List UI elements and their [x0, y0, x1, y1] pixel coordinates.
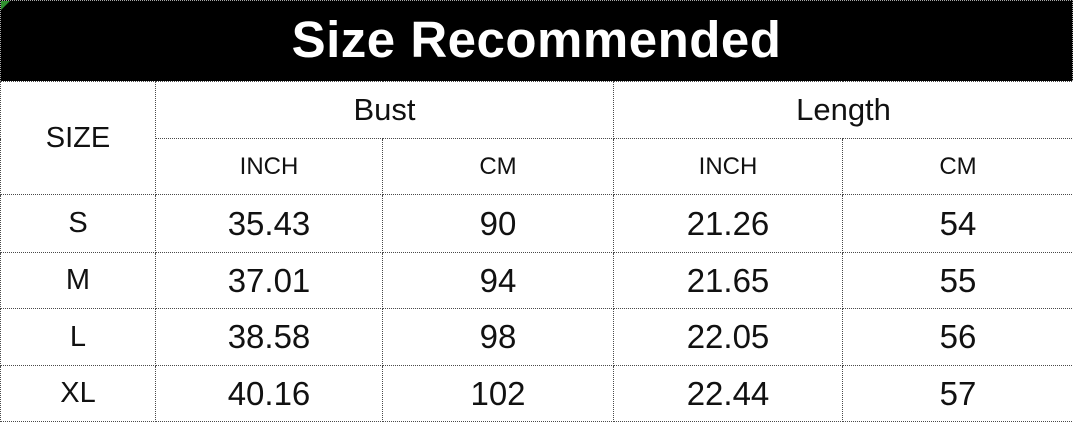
length-cm-value: 54: [841, 194, 1073, 253]
size-table: SIZE Bust Length INCH CM INCH CM S 35.43…: [0, 81, 1073, 422]
length-inch-value: 22.05: [613, 308, 843, 366]
column-group-length: Length: [612, 81, 1073, 139]
length-inch-value: 21.65: [613, 252, 843, 309]
bust-cm-value: 102: [382, 365, 614, 422]
length-cm-value: 56: [841, 308, 1073, 366]
table-row-size-m: M 37.01 94 21.65 55: [0, 252, 1073, 309]
table-row-size-xl: XL 40.16 102 22.44 57: [0, 365, 1073, 422]
title-bar: Size Recommended: [0, 0, 1073, 81]
bust-inch-value: 40.16: [155, 365, 383, 422]
bust-cm-value: 90: [382, 194, 614, 253]
bust-inch-value: 37.01: [155, 252, 383, 309]
length-inch-value: 21.26: [613, 194, 843, 253]
page-title: Size Recommended: [291, 10, 782, 68]
table-row-size-s: S 35.43 90 21.26 54: [0, 194, 1073, 253]
column-header-length-inch: INCH: [613, 138, 843, 195]
length-inch-value: 22.44: [613, 365, 843, 422]
column-group-bust: Bust: [155, 81, 614, 139]
column-header-bust-cm: CM: [382, 138, 614, 195]
size-label: M: [0, 252, 156, 309]
table-row-size-l: L 38.58 98 22.05 56: [0, 308, 1073, 366]
length-cm-value: 55: [841, 252, 1073, 309]
column-header-bust-inch: INCH: [155, 138, 383, 195]
bust-cm-value: 94: [382, 252, 614, 309]
corner-flag-icon: [1, 1, 10, 10]
bust-inch-value: 35.43: [155, 194, 383, 253]
size-label: XL: [0, 365, 156, 422]
table-row-unit-headers: INCH CM INCH CM: [1, 138, 1073, 195]
table-row-group-headers: SIZE Bust Length: [0, 81, 1073, 195]
column-header-length-cm: CM: [841, 138, 1073, 195]
size-label: L: [0, 308, 156, 366]
length-cm-value: 57: [841, 365, 1073, 422]
size-label: S: [0, 194, 156, 253]
bust-cm-value: 98: [382, 308, 614, 366]
bust-inch-value: 38.58: [155, 308, 383, 366]
column-header-size: SIZE: [0, 81, 156, 195]
